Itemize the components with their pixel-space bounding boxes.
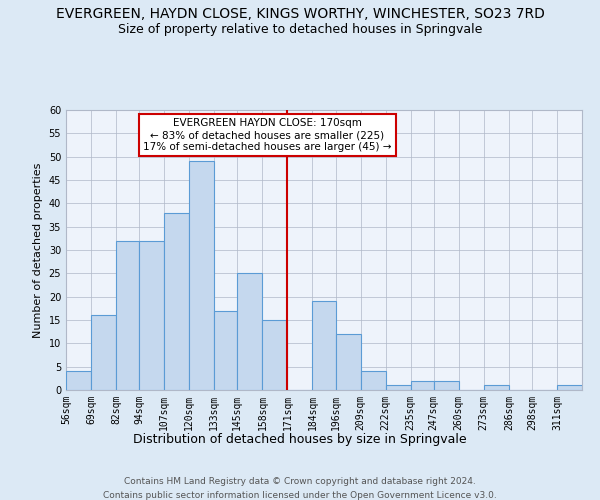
Bar [214,310,238,390]
Text: Size of property relative to detached houses in Springvale: Size of property relative to detached ho… [118,22,482,36]
Bar [386,386,410,390]
Text: Distribution of detached houses by size in Springvale: Distribution of detached houses by size … [133,432,467,446]
Bar [484,386,509,390]
Bar [335,334,361,390]
Bar [434,380,459,390]
Bar [116,240,139,390]
Bar [262,320,287,390]
Bar [66,372,91,390]
Bar [139,240,164,390]
Bar [361,372,386,390]
Bar [410,380,434,390]
Bar [557,386,582,390]
Y-axis label: Number of detached properties: Number of detached properties [33,162,43,338]
Bar [91,316,116,390]
Text: EVERGREEN HAYDN CLOSE: 170sqm
← 83% of detached houses are smaller (225)
17% of : EVERGREEN HAYDN CLOSE: 170sqm ← 83% of d… [143,118,391,152]
Text: Contains public sector information licensed under the Open Government Licence v3: Contains public sector information licen… [103,491,497,500]
Text: EVERGREEN, HAYDN CLOSE, KINGS WORTHY, WINCHESTER, SO23 7RD: EVERGREEN, HAYDN CLOSE, KINGS WORTHY, WI… [56,8,544,22]
Bar [164,212,189,390]
Bar [189,162,214,390]
Bar [313,302,335,390]
Text: Contains HM Land Registry data © Crown copyright and database right 2024.: Contains HM Land Registry data © Crown c… [124,478,476,486]
Bar [238,274,262,390]
